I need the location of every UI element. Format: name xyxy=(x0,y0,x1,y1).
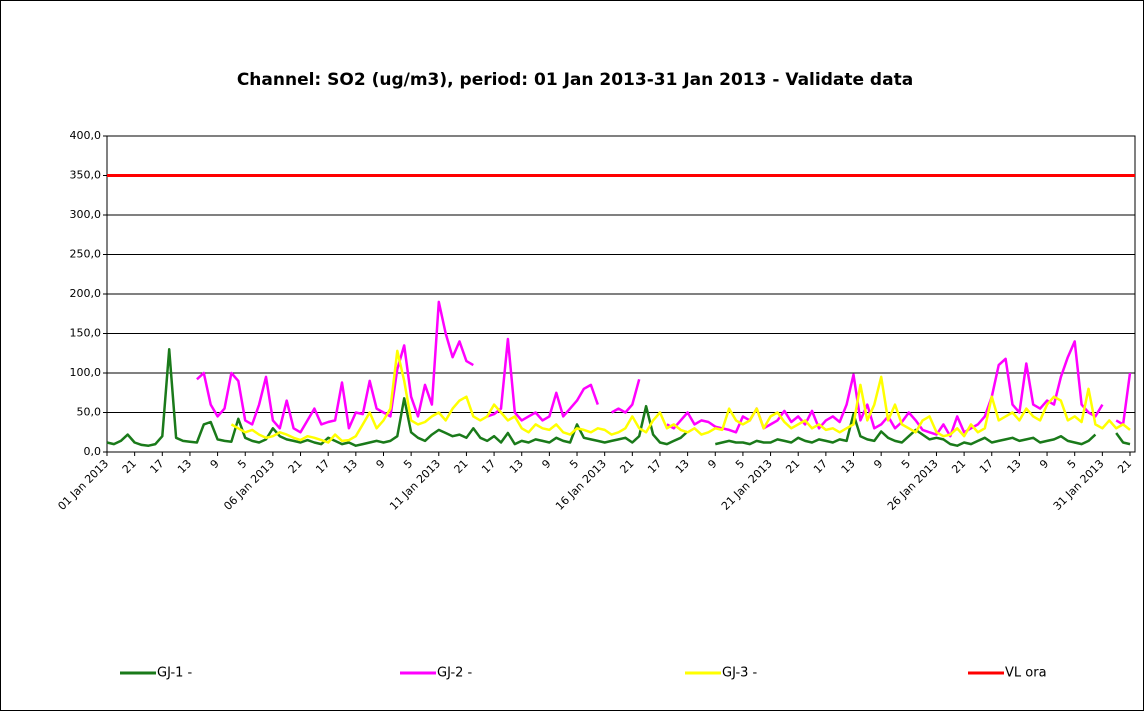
legend-label: GJ-3 - xyxy=(722,666,758,681)
legend-label: VL ora xyxy=(1005,666,1047,681)
y-tick-label: 200,0 xyxy=(70,287,102,300)
y-tick-label: 100,0 xyxy=(70,366,102,379)
legend-label: GJ-1 - xyxy=(157,666,193,681)
series-line xyxy=(196,300,1132,438)
y-tick-label: 350,0 xyxy=(70,169,102,182)
y-tick-label: 300,0 xyxy=(70,208,102,221)
y-tick-label: 250,0 xyxy=(70,248,102,261)
legend-label: GJ-2 - xyxy=(437,666,473,681)
series-line xyxy=(106,348,1131,447)
y-tick-label: 50,0 xyxy=(77,406,102,419)
series-line xyxy=(230,349,1131,444)
y-tick-label: 400,0 xyxy=(70,129,102,142)
y-tick-label: 0,0 xyxy=(84,445,102,458)
y-tick-label: 150,0 xyxy=(70,327,102,340)
plot-area xyxy=(106,135,1136,453)
chart-title: Channel: SO2 (ug/m3), period: 01 Jan 201… xyxy=(237,70,913,90)
